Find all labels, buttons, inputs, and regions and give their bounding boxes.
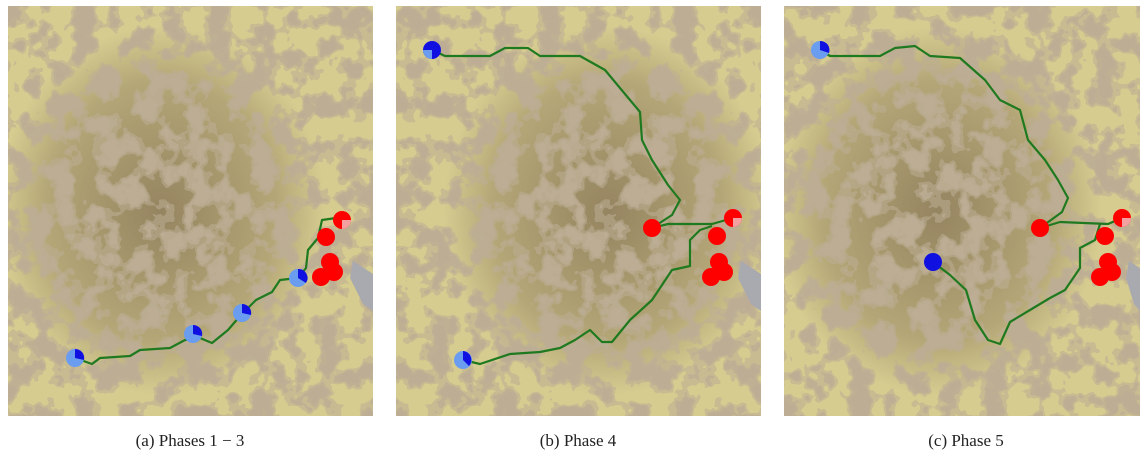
caption: (a) Phases 1 − 3	[136, 431, 245, 450]
map-panel	[8, 6, 373, 416]
caption: (b) Phase 4	[540, 431, 617, 450]
figure: (a) Phases 1 − 3 (b) Phase 4 (c) Phase 5	[0, 0, 1140, 458]
map-panel	[784, 6, 1140, 416]
map-panel	[396, 6, 761, 416]
caption: (c) Phase 5	[928, 431, 1004, 450]
